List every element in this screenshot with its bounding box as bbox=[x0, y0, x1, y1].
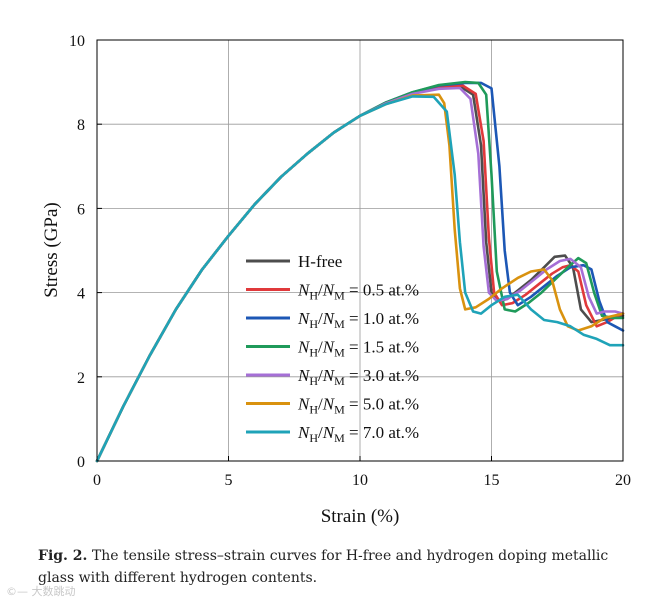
x-tick-label: 10 bbox=[352, 472, 368, 489]
grid-lines bbox=[97, 40, 623, 461]
y-tick-label: 8 bbox=[77, 117, 85, 134]
legend-label-3: NH/NM = 1.5 at.% bbox=[297, 338, 419, 360]
legend-label-4: NH/NM = 3.0 at.% bbox=[297, 366, 419, 388]
series-group bbox=[95, 80, 625, 463]
y-tick-label: 6 bbox=[77, 201, 85, 218]
x-axis-label: Strain (%) bbox=[321, 506, 400, 527]
y-axis-label: Stress (GPa) bbox=[41, 202, 62, 298]
y-tick-label: 2 bbox=[77, 370, 85, 387]
y-tick-label: 10 bbox=[69, 33, 85, 50]
legend-label-5: NH/NM = 5.0 at.% bbox=[297, 395, 419, 417]
watermark: ©— 大数跳动 bbox=[6, 585, 76, 598]
x-tick-label: 15 bbox=[484, 472, 500, 489]
x-tick-label: 5 bbox=[225, 472, 233, 489]
figure-caption: Fig. 2. The tensile stress–strain curves… bbox=[38, 545, 648, 589]
legend-label-1: NH/NM = 0.5 at.% bbox=[297, 281, 419, 303]
legend-label-2: NH/NM = 1.0 at.% bbox=[297, 309, 419, 331]
x-tick-label: 0 bbox=[93, 472, 101, 489]
caption-label: Fig. 2. bbox=[38, 548, 88, 564]
y-tick-label: 0 bbox=[77, 454, 85, 471]
x-tick-label: 20 bbox=[615, 472, 631, 489]
caption-text: The tensile stress–strain curves for H-f… bbox=[38, 548, 609, 586]
legend-label-6: NH/NM = 7.0 at.% bbox=[297, 423, 419, 445]
y-tick-label: 4 bbox=[77, 286, 85, 303]
legend-label-0: H-free bbox=[298, 252, 342, 271]
axis-ticks: 0 5 10 15 20 0 2 4 6 8 10 bbox=[69, 33, 631, 489]
series-line-6 bbox=[95, 95, 625, 463]
legend: H-free NH/NM = 0.5 at.% NH/NM = 1.0 at.% NH… bbox=[246, 252, 419, 445]
